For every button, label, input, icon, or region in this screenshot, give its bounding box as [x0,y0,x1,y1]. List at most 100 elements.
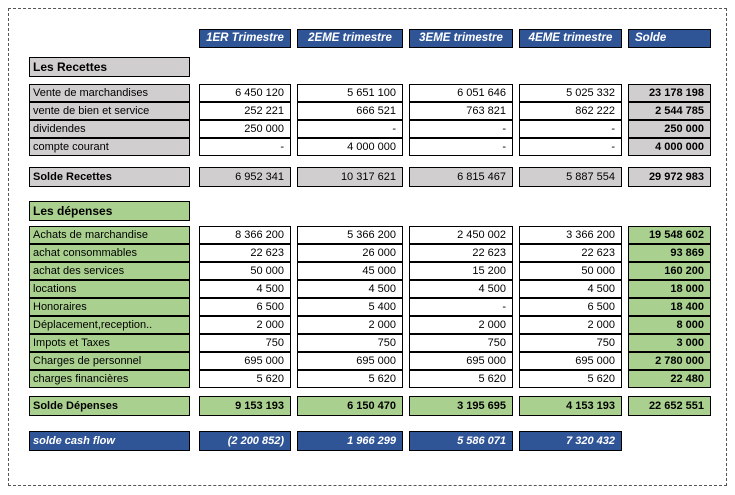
cashflow-value: 5 586 071 [409,431,513,451]
value-cell: 862 222 [519,102,622,120]
solde-cell: 18 000 [628,280,711,298]
row-label: charges financières [29,370,190,388]
value-cell: 45 000 [297,262,403,280]
print-area-border [8,8,727,486]
value-cell: 4 500 [199,280,291,298]
value-cell: 6 500 [519,298,622,316]
row-label: Déplacement,reception.. [29,316,190,334]
value-cell: 50 000 [199,262,291,280]
value-cell: 3 366 200 [519,226,622,244]
value-cell: 695 000 [199,352,291,370]
solde-cell: 2 780 000 [628,352,711,370]
section-title-depenses: Les dépenses [29,201,190,221]
cashflow-value: 1 966 299 [297,431,403,451]
value-cell: 4 000 000 [297,138,403,156]
total-label-depenses: Solde Dépenses [29,396,190,416]
cashflow-value: (2 200 852) [199,431,291,451]
value-cell: - [519,120,622,138]
solde-cell: 93 869 [628,244,711,262]
value-cell: 22 623 [199,244,291,262]
total-value-depenses: 4 153 193 [519,396,622,416]
value-cell: 4 500 [409,280,513,298]
solde-cell: 160 200 [628,262,711,280]
total-value-depenses: 9 153 193 [199,396,291,416]
value-cell: 5 366 200 [297,226,403,244]
value-cell: 695 000 [519,352,622,370]
total-solde-depenses: 22 652 551 [628,396,711,416]
value-cell: 50 000 [519,262,622,280]
total-value-recettes: 5 887 554 [519,167,622,187]
value-cell: 750 [199,334,291,352]
col-header-q3: 3EME trimestre [409,29,513,48]
row-label: Vente de marchandises [29,84,190,102]
value-cell: 750 [297,334,403,352]
row-label: locations [29,280,190,298]
section-title-recettes: Les Recettes [29,57,190,77]
value-cell: 5 620 [519,370,622,388]
value-cell: 252 221 [199,102,291,120]
value-cell: 750 [409,334,513,352]
value-cell: 2 000 [199,316,291,334]
value-cell: 26 000 [297,244,403,262]
col-header-q2: 2EME trimestre [297,29,403,48]
value-cell: 22 623 [409,244,513,262]
row-label: achat consommables [29,244,190,262]
solde-cell: 18 400 [628,298,711,316]
total-value-recettes: 6 952 341 [199,167,291,187]
cashflow-label: solde cash flow [29,431,190,451]
row-label: Charges de personnel [29,352,190,370]
row-label: vente de bien et service [29,102,190,120]
value-cell: 695 000 [409,352,513,370]
value-cell: - [199,138,291,156]
solde-cell: 23 178 198 [628,84,711,102]
total-value-recettes: 10 317 621 [297,167,403,187]
col-header-q4: 4EME trimestre [519,29,622,48]
solde-cell: 8 000 [628,316,711,334]
solde-cell: 3 000 [628,334,711,352]
value-cell: 8 366 200 [199,226,291,244]
value-cell: 6 500 [199,298,291,316]
total-solde-recettes: 29 972 983 [628,167,711,187]
solde-cell: 19 548 602 [628,226,711,244]
value-cell: 5 620 [199,370,291,388]
value-cell: - [409,138,513,156]
value-cell: 4 500 [519,280,622,298]
solde-cell: 22 480 [628,370,711,388]
value-cell: 2 000 [297,316,403,334]
value-cell: 695 000 [297,352,403,370]
value-cell: 4 500 [297,280,403,298]
row-label: Achats de marchandise [29,226,190,244]
value-cell: - [409,298,513,316]
value-cell: 5 400 [297,298,403,316]
total-value-depenses: 3 195 695 [409,396,513,416]
value-cell: 2 450 002 [409,226,513,244]
row-label: dividendes [29,120,190,138]
col-header-solde: Solde [628,29,711,48]
value-cell: 22 623 [519,244,622,262]
solde-cell: 4 000 000 [628,138,711,156]
value-cell: 763 821 [409,102,513,120]
value-cell: - [409,120,513,138]
solde-cell: 250 000 [628,120,711,138]
total-label-recettes: Solde Recettes [29,167,190,187]
value-cell: 2 000 [409,316,513,334]
value-cell: 5 651 100 [297,84,403,102]
total-value-depenses: 6 150 470 [297,396,403,416]
row-label: Honoraires [29,298,190,316]
row-label: Impots et Taxes [29,334,190,352]
value-cell: - [519,138,622,156]
value-cell: 5 620 [297,370,403,388]
value-cell: 6 051 646 [409,84,513,102]
value-cell: - [297,120,403,138]
value-cell: 6 450 120 [199,84,291,102]
value-cell: 2 000 [519,316,622,334]
col-header-q1: 1ER Trimestre [199,29,291,48]
cashflow-value: 7 320 432 [519,431,622,451]
row-label: compte courant [29,138,190,156]
value-cell: 5 620 [409,370,513,388]
value-cell: 250 000 [199,120,291,138]
value-cell: 750 [519,334,622,352]
value-cell: 15 200 [409,262,513,280]
solde-cell: 2 544 785 [628,102,711,120]
row-label: achat des services [29,262,190,280]
